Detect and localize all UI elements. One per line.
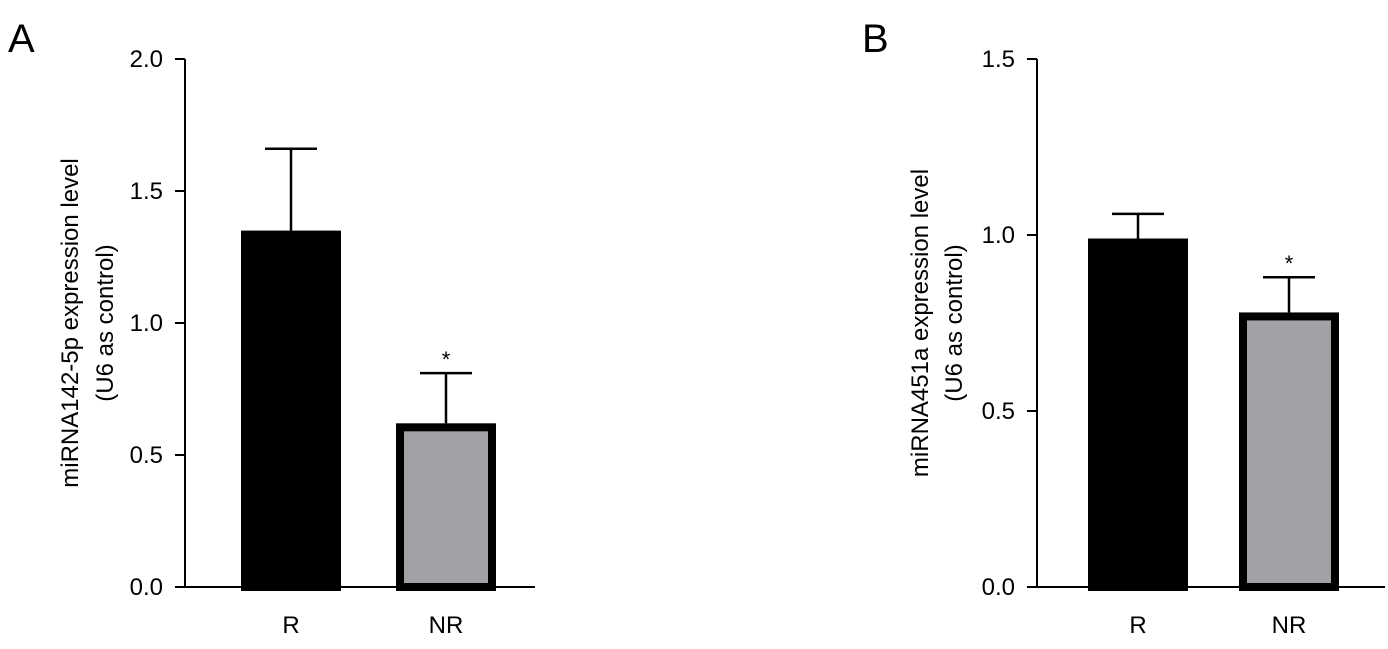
- y-axis-label: (U6 as control): [941, 244, 968, 401]
- y-tick-label: 0.0: [982, 574, 1015, 601]
- y-axis-label: (U6 as control): [92, 244, 119, 401]
- significance-mark: *: [442, 347, 451, 372]
- y-tick-label: 1.5: [130, 178, 163, 205]
- y-axis-label: miRNA142-5p expression level: [57, 158, 84, 487]
- y-tick-label: 1.0: [982, 222, 1015, 249]
- y-tick-label: 1.5: [982, 46, 1015, 73]
- x-tick-label: NR: [429, 612, 464, 639]
- panel-b: B 0.0 0.5 1.0 1.5 miRNA451a expression level (…: [862, 17, 1385, 639]
- y-tick-label: 1.0: [130, 310, 163, 337]
- bar-nr: [396, 423, 496, 591]
- panel-letter: A: [8, 17, 35, 61]
- y-tick-label: 2.0: [130, 46, 163, 73]
- y-tick-label: 0.5: [130, 442, 163, 469]
- bar-nr: [1239, 312, 1339, 591]
- bar-r: [241, 230, 341, 591]
- y-tick-label: 0.5: [982, 398, 1015, 425]
- x-tick-label: R: [282, 612, 299, 639]
- panel-a: A 0.0 0.5 1.0 1.5 2.0 miRNA142-5p expression l…: [8, 17, 535, 639]
- y-tick-label: 0.0: [130, 574, 163, 601]
- y-axis-label: miRNA451a expression level: [907, 169, 934, 477]
- bar-r: [1088, 238, 1188, 592]
- x-tick-label: NR: [1272, 612, 1307, 639]
- panel-letter: B: [862, 17, 889, 61]
- significance-mark: *: [1285, 251, 1294, 276]
- x-tick-label: R: [1129, 612, 1146, 639]
